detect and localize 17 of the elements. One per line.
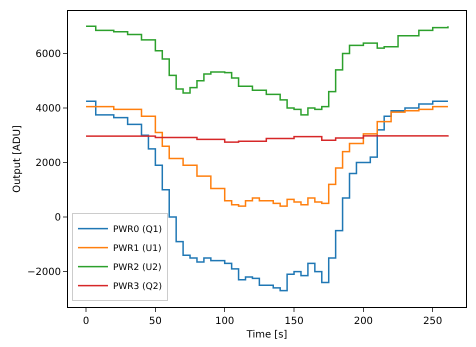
legend-label: PWR1 (U1) [112,244,162,254]
x-tick-label: 0 [82,316,90,327]
x-tick-label: 50 [149,316,162,327]
y-axis-title: Output [ADU] [12,125,24,193]
x-axis-title: Time [s] [246,330,288,340]
y-tick-label: −2000 [27,267,61,278]
y-tick-label: 6000 [36,49,61,60]
legend-label: PWR3 (Q2) [112,282,162,292]
x-tick-label: 100 [215,316,234,327]
y-tick-label: 0 [54,212,61,224]
x-tick-label: 150 [284,316,304,327]
x-tick-label: 200 [354,316,373,327]
legend-label: PWR2 (U2) [112,263,162,274]
y-tick-label: 2000 [36,158,61,170]
legend-label: PWR0 (Q1) [112,225,162,236]
y-tick-label: 4000 [36,104,61,115]
x-tick-label: 250 [423,316,442,327]
